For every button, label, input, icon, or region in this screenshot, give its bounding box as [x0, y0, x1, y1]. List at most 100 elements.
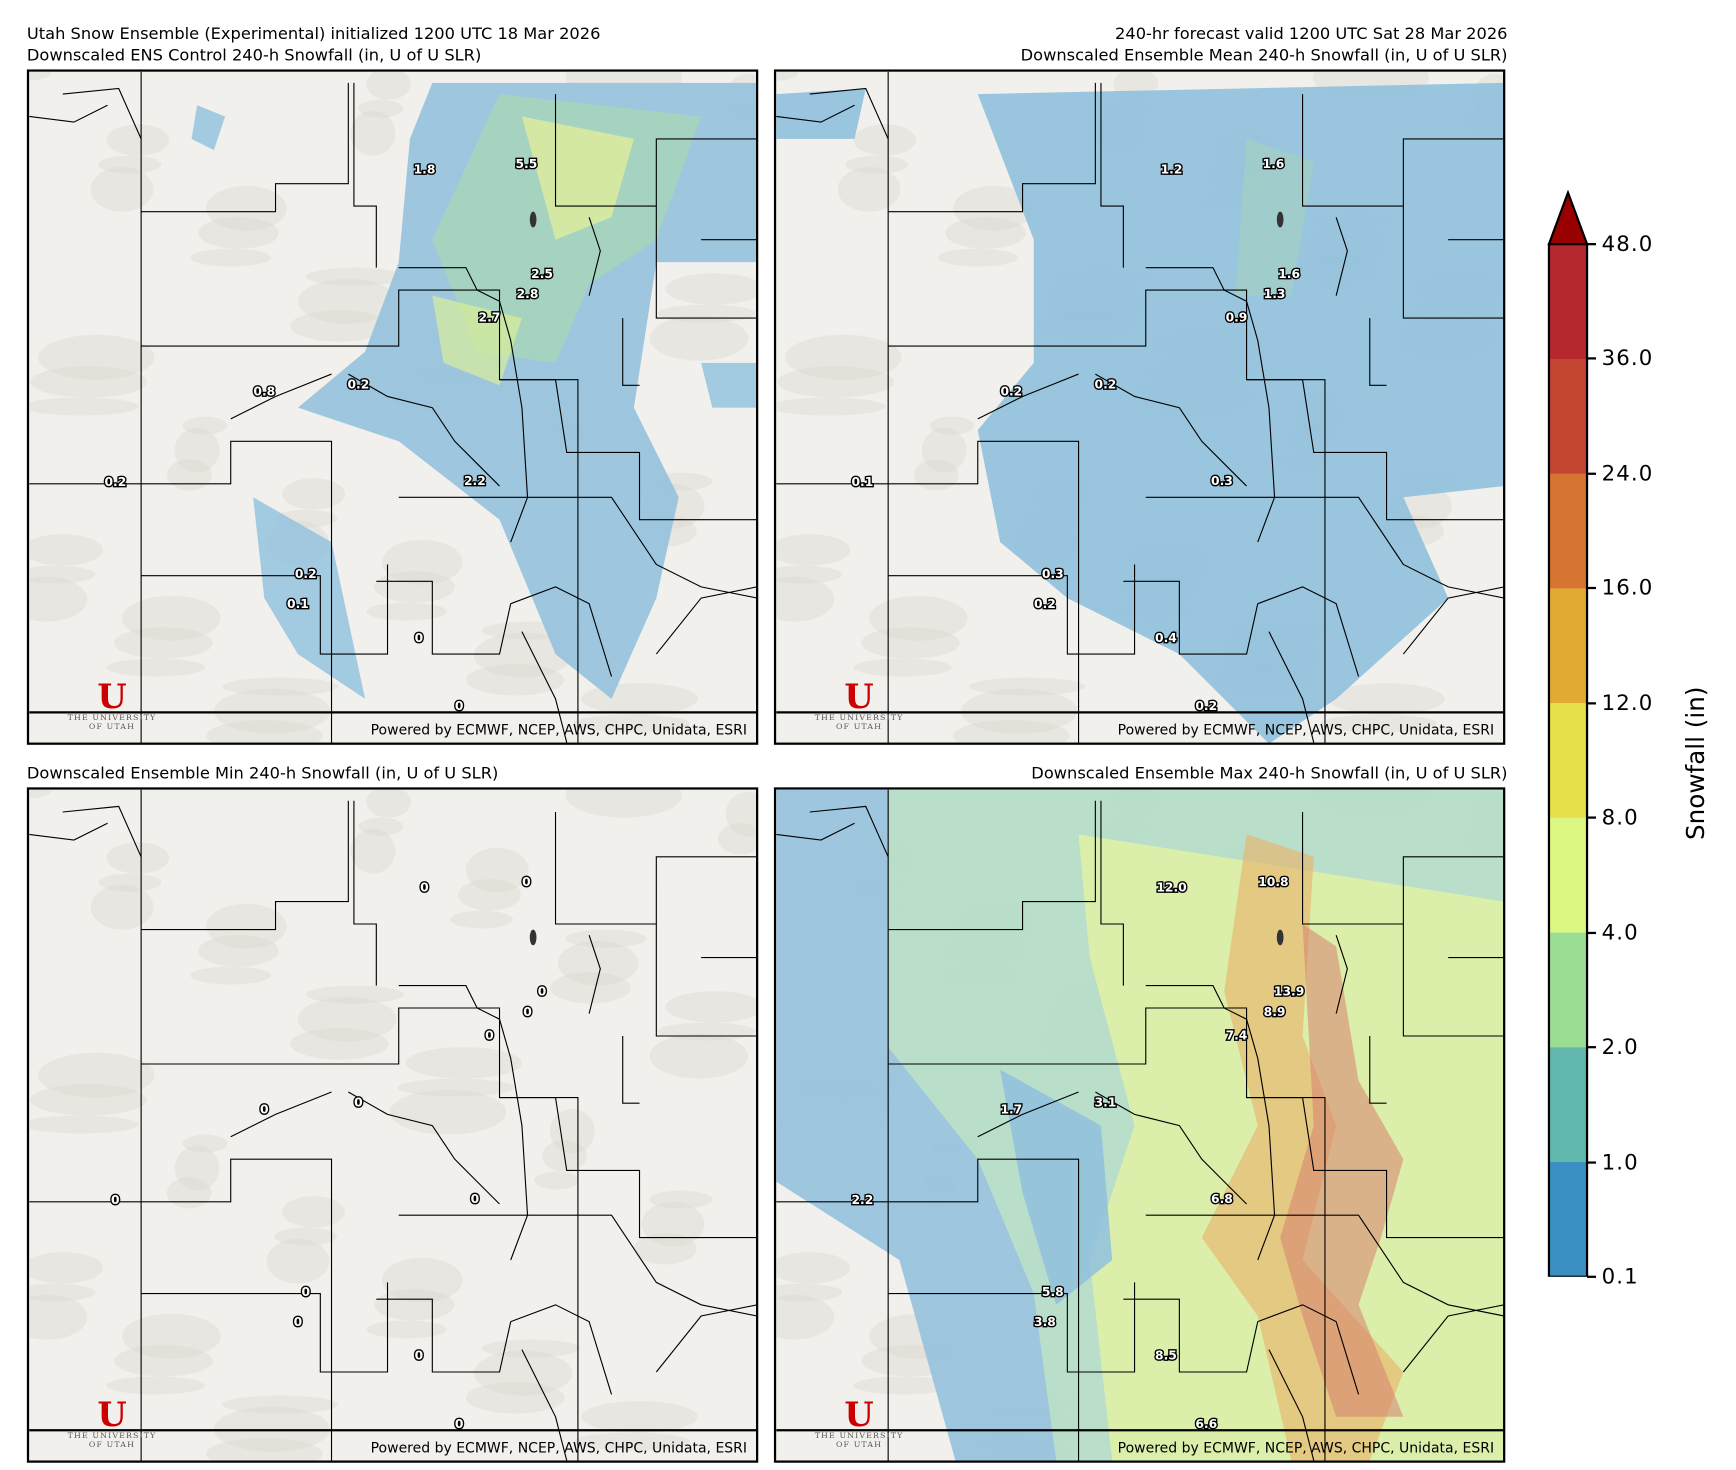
- colorbar-segment: [1548, 358, 1588, 475]
- terrain-shading: [649, 315, 749, 361]
- colorbar-tick: [1587, 472, 1596, 475]
- terrain-shading: [221, 1395, 339, 1414]
- map-panel-control: 1.8 5.5 2.5 2.8 2.7 0.8 0.2 2.2 0.2 0.2 0.1 0 0 Power…: [26, 69, 759, 745]
- colorbar-segment: [1548, 473, 1588, 589]
- terrain-shading: [90, 166, 154, 212]
- terrain-shading: [29, 1115, 139, 1134]
- colorbar-tick: [1587, 701, 1596, 705]
- point-value-label: 0.2: [1000, 384, 1022, 398]
- colorbar-segment: [1548, 1162, 1588, 1277]
- terrain-shading: [549, 972, 631, 1004]
- terrain-shading: [29, 789, 52, 799]
- point-value-label: 0: [455, 699, 464, 713]
- terrain-shading: [166, 1177, 212, 1209]
- terrain-shading: [913, 459, 959, 491]
- point-value-label: 0: [415, 1349, 424, 1363]
- terrain-shading: [776, 71, 799, 81]
- terrain-shading: [366, 602, 447, 621]
- county-boundary: [655, 1304, 756, 1373]
- lake: [529, 211, 537, 228]
- county-boundary: [1145, 496, 1504, 599]
- county-boundary: [398, 985, 529, 1261]
- terrain-shading: [845, 155, 909, 174]
- terrain-shading: [98, 155, 162, 174]
- terrain-shading: [960, 688, 1078, 734]
- point-value-label: 0.2: [1095, 378, 1117, 392]
- point-value-label: 8.9: [1264, 1005, 1286, 1019]
- terrain-shading: [649, 1190, 713, 1209]
- county-boundary: [376, 1298, 512, 1373]
- snowfall-contour: [1201, 834, 1404, 1461]
- county-boundary: [1123, 580, 1259, 655]
- county-boundary: [776, 104, 855, 123]
- point-value-label: 0: [538, 985, 547, 999]
- colorbar-tick-label: 36.0: [1601, 346, 1654, 372]
- point-value-label: 0: [354, 1096, 363, 1110]
- terrain-shading: [473, 632, 573, 678]
- logo-text: OF UTAH: [88, 722, 136, 732]
- county-boundary: [622, 318, 640, 386]
- terrain-shading: [174, 427, 220, 473]
- point-value-label: 2.2: [851, 1193, 873, 1207]
- colorbar-tick: [1587, 1275, 1596, 1278]
- county-boundary: [888, 800, 1096, 931]
- terrain-shading: [953, 185, 1034, 231]
- county-boundary: [1145, 985, 1276, 1261]
- terrain-shading: [665, 991, 756, 1023]
- county-boundary: [230, 1091, 332, 1138]
- point-value-label: 0: [301, 1285, 310, 1299]
- point-value-label: 0: [260, 1102, 269, 1116]
- colorbar-segment: [1548, 588, 1588, 704]
- colorbar-segment: [1548, 817, 1588, 934]
- colorbar-tick-label: 8.0: [1601, 805, 1639, 831]
- university-of-utah-logo: U THE UNIVERSITY OF UTAH: [814, 1395, 904, 1449]
- county-boundary: [809, 87, 889, 140]
- colorbar-tick-label: 48.0: [1601, 231, 1654, 257]
- credit-text: Powered by ECMWF, NCEP, AWS, CHPC, Unida…: [1117, 721, 1495, 739]
- point-value-label: 8.5: [1155, 1349, 1177, 1363]
- terrain-shading: [29, 1294, 88, 1340]
- point-value-label: 0: [522, 875, 531, 889]
- map-canvas: 1.2 1.6 1.6 1.3 0.9 0.2 0.2 0.3 0.1 0.3 0.2 0.4 0.2: [776, 71, 1504, 743]
- terrain-shading: [190, 966, 272, 985]
- university-of-utah-logo: U THE UNIVERSITY OF UTAH: [814, 680, 904, 731]
- panel-title-max: Downscaled Ensemble Max 240-h Snowfall (…: [1031, 764, 1508, 783]
- university-of-utah-logo: U THE UNIVERSITY OF UTAH: [67, 680, 157, 732]
- terrain-shading: [305, 267, 405, 286]
- county-boundary: [776, 822, 855, 841]
- terrain-shading: [1328, 683, 1445, 715]
- county-boundary: [588, 217, 601, 296]
- panel-title-control: Downscaled ENS Control 240-h Snowfall (i…: [26, 47, 482, 65]
- point-value-label: 6.6: [1195, 1417, 1217, 1431]
- logo-mark: U: [844, 1395, 874, 1435]
- terrain-shading: [633, 1233, 697, 1265]
- terrain-shading: [945, 217, 1026, 249]
- colorbar-tick: [1587, 243, 1596, 246]
- terrain-shading: [30, 366, 147, 398]
- colorbar-tick-label: 1.0: [1601, 1149, 1639, 1175]
- terrain-shading: [114, 627, 213, 659]
- colorbar-segment: [1548, 244, 1588, 360]
- terrain-shading: [114, 1345, 213, 1377]
- county-boundary: [1402, 1304, 1504, 1373]
- terrain-shading: [725, 791, 756, 837]
- terrain-shading: [853, 124, 917, 156]
- terrain-shading: [174, 1145, 220, 1191]
- logo-text: THE UNIVERSITY: [67, 713, 157, 723]
- map-canvas: 1.8 5.5 2.5 2.8 2.7 0.8 0.2 2.2 0.2 0.2 0.1 0 0: [29, 71, 756, 743]
- county-boundary: [1402, 138, 1504, 207]
- county-boundary: [348, 373, 500, 487]
- county-boundary: [1257, 1304, 1360, 1395]
- terrain-shading: [534, 1171, 580, 1190]
- lake: [1276, 929, 1284, 946]
- point-value-label: 0: [415, 631, 424, 645]
- terrain-shading: [190, 248, 272, 267]
- county-boundary: [348, 1091, 500, 1205]
- snowfall-contour: [776, 88, 866, 139]
- terrain-shading: [374, 1289, 455, 1321]
- county-boundary: [29, 1158, 333, 1461]
- snowfall-contour: [977, 82, 1504, 743]
- terrain-shading: [473, 1350, 573, 1396]
- terrain-shading: [381, 539, 463, 585]
- terrain-shading: [573, 714, 690, 733]
